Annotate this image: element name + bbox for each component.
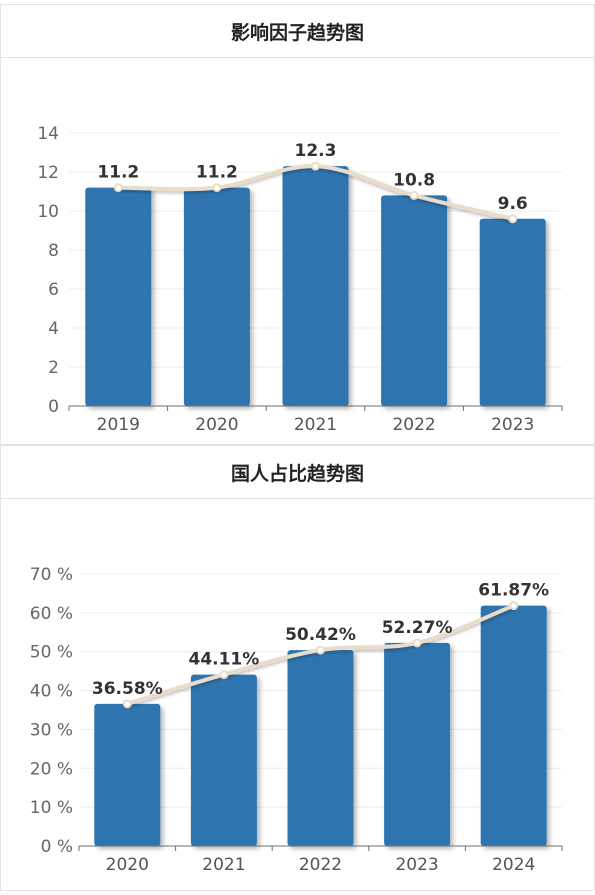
data-label: 12.3 (295, 141, 337, 161)
x-tick-label: 2023 (395, 855, 438, 875)
y-tick-label: 12 (37, 163, 59, 183)
chart-panel-chinese-ratio: 国人占比趋势图 0 % 10 % 20 % 30 % 40 % 50 % 60 % 70 % 2… (0, 445, 595, 891)
impact-factor-chart: 0 2 4 6 8 10 12 14 2019 2020 2021 2022 2023 11.2 11.2 1… (37, 124, 563, 435)
y-tick-label: 10 (37, 202, 59, 222)
trend-point (508, 214, 518, 224)
data-label: 10.8 (393, 170, 435, 190)
chart-title-bar: 影响因子趋势图 (0, 4, 595, 58)
x-tick-label: 2019 (97, 415, 140, 435)
data-label: 11.2 (97, 163, 139, 183)
data-label: 61.87% (478, 581, 549, 601)
y-tick-label: 4 (48, 319, 59, 339)
y-tick-label: 0 % (41, 837, 73, 857)
chart-panel-impact-factor: 影响因子趋势图 0 2 4 6 8 10 12 14 2019 2020 2021 2022 2023 1… (0, 0, 595, 445)
x-tick-label: 2020 (195, 415, 238, 435)
x-tick-label: 2023 (491, 415, 534, 435)
bar (85, 187, 152, 406)
y-tick-label: 10 % (30, 798, 73, 818)
x-tick-label: 2024 (492, 855, 535, 875)
y-tick-label: 40 % (30, 682, 73, 702)
bar (479, 218, 546, 406)
data-label: 11.2 (196, 163, 238, 183)
bar (384, 642, 451, 846)
chart-title: 影响因子趋势图 (230, 21, 364, 44)
trend-point (409, 190, 419, 200)
trend-point (509, 601, 519, 611)
x-tick-label: 2022 (299, 855, 342, 875)
trend-point (212, 183, 222, 193)
trend-point (412, 638, 422, 648)
x-tick-label: 2021 (202, 855, 245, 875)
y-tick-label: 0 (48, 397, 59, 417)
bar (381, 195, 448, 406)
data-label: 50.42% (285, 625, 356, 645)
bar (190, 674, 257, 846)
y-tick-label: 70 % (30, 565, 73, 585)
bar (94, 703, 161, 846)
chart-title: 国人占比趋势图 (230, 462, 364, 485)
bar (480, 605, 547, 846)
trend-point (311, 161, 320, 171)
data-label: 44.11% (188, 650, 259, 670)
x-tick-label: 2021 (294, 415, 337, 435)
x-tick-label: 2020 (106, 855, 149, 875)
y-tick-label: 50 % (30, 643, 73, 663)
chart-body: 0 2 4 6 8 10 12 14 2019 2020 2021 2022 2023 11.2 11.2 1… (0, 57, 595, 445)
data-label: 52.27% (382, 618, 453, 638)
data-label: 36.58% (92, 679, 163, 699)
y-tick-label: 30 % (30, 720, 73, 740)
trend-point (219, 670, 229, 680)
y-tick-label: 8 (48, 241, 59, 261)
y-tick-label: 2 (48, 358, 59, 378)
x-tick-label: 2022 (392, 415, 435, 435)
bar (282, 166, 349, 406)
bar (183, 187, 250, 406)
trend-point (113, 183, 123, 193)
chart-body: 0 % 10 % 20 % 30 % 40 % 50 % 60 % 70 % 2020 2021 2… (0, 498, 595, 891)
chinese-ratio-chart: 0 % 10 % 20 % 30 % 40 % 50 % 60 % 70 % 2020 2021 2… (30, 565, 563, 875)
trend-point (122, 699, 132, 709)
y-tick-label: 14 (37, 124, 59, 144)
y-tick-label: 20 % (30, 759, 73, 779)
trend-point (316, 645, 325, 655)
y-tick-label: 60 % (30, 604, 73, 624)
chart-title-bar: 国人占比趋势图 (0, 445, 595, 499)
data-label: 9.6 (498, 194, 528, 214)
y-tick-label: 6 (48, 280, 59, 300)
bar (287, 650, 354, 846)
